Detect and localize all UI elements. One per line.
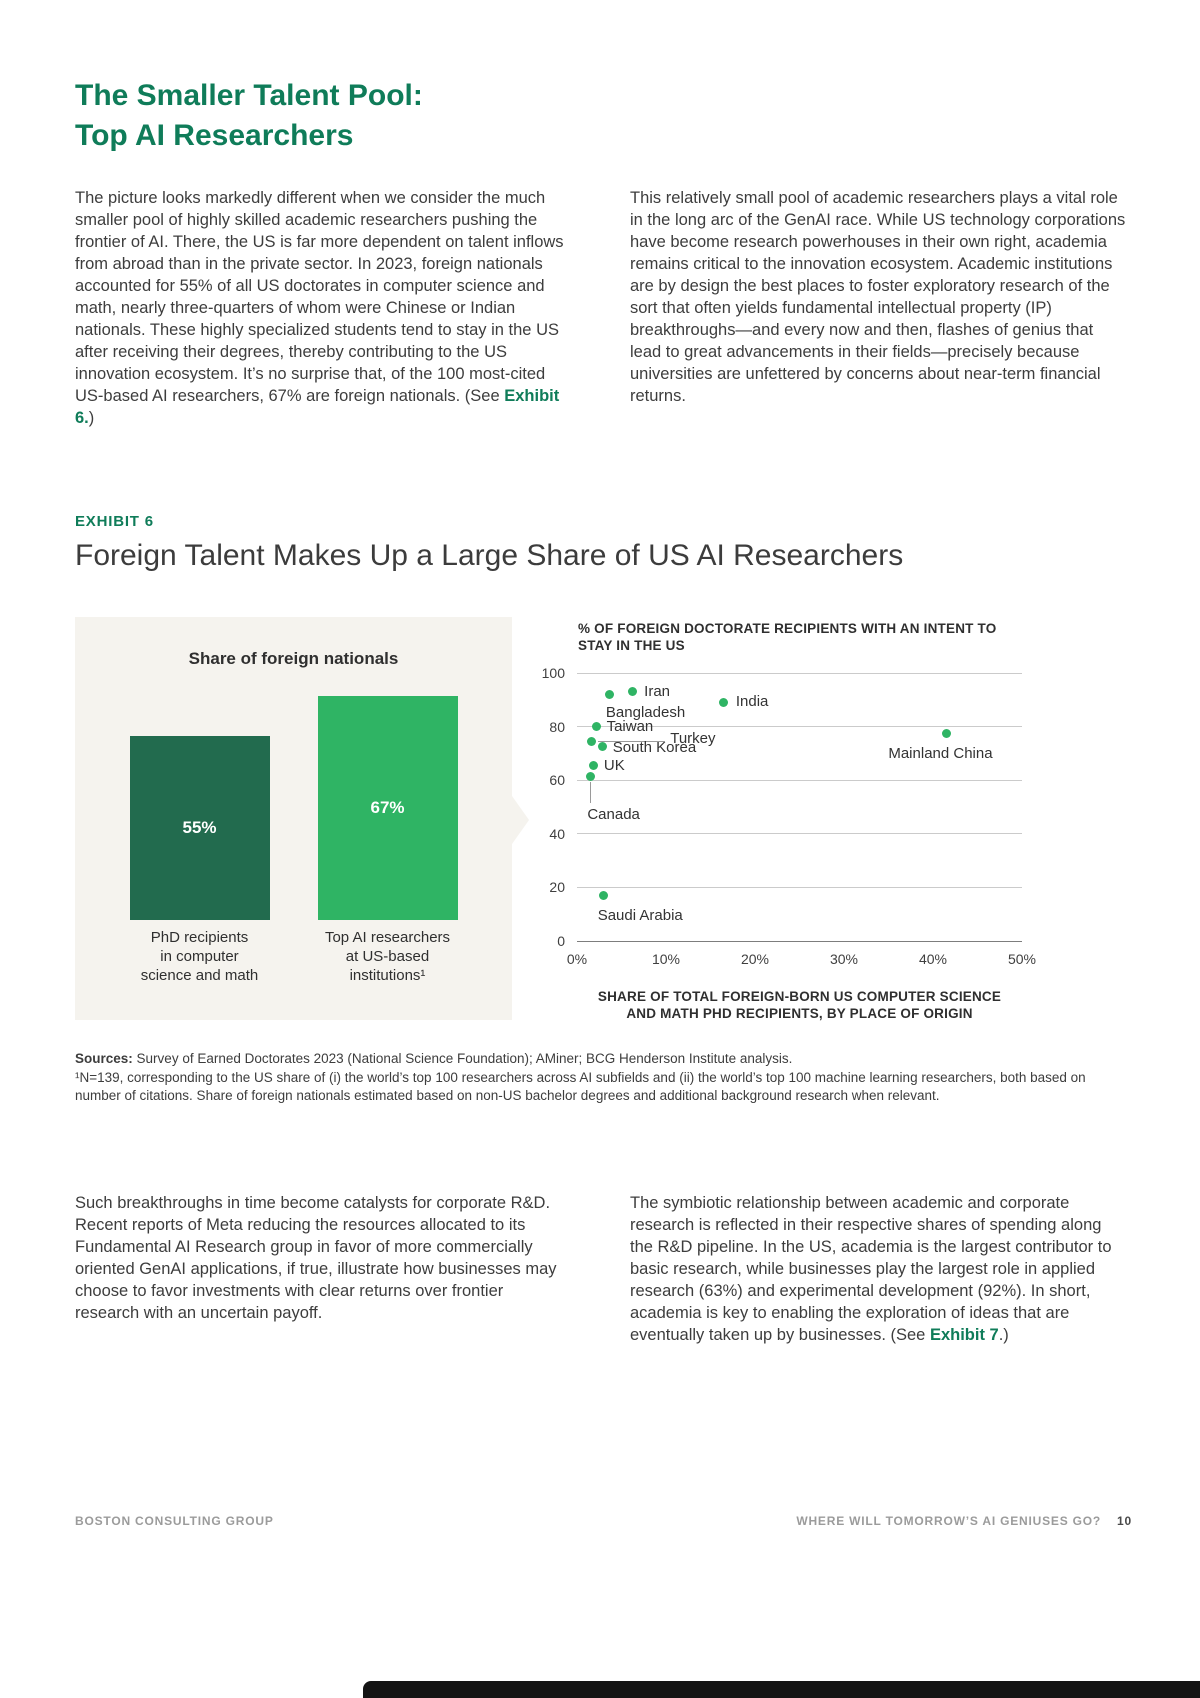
x-tick-label: 50% — [1007, 951, 1037, 967]
scatter-point-saudi-arabia — [599, 890, 609, 900]
sources-label: Sources: — [75, 1051, 133, 1066]
y-tick-label: 0 — [557, 933, 565, 949]
scatter-point-canada — [585, 771, 595, 781]
y-tick-label: 20 — [549, 879, 565, 896]
intro-left-after: ) — [88, 409, 95, 427]
scatter-point-bangladesh — [605, 689, 615, 699]
x-tick-label: 30% — [829, 951, 859, 967]
page-title: The Smaller Talent Pool: Top AI Researche… — [75, 76, 423, 156]
footer-brand: BOSTON CONSULTING GROUP — [75, 1514, 274, 1528]
scatter-label-india: India — [735, 693, 769, 711]
scatter-label-uk: UK — [603, 757, 625, 775]
sources-text: Survey of Earned Doctorates 2023 (Nation… — [136, 1051, 793, 1066]
gridline-40 — [577, 833, 1022, 835]
scatter-point-turkey — [586, 736, 596, 746]
bar-67-: 67% — [317, 696, 458, 920]
gridline-60 — [577, 779, 1022, 781]
x-tick-label: 0% — [566, 951, 588, 967]
bar-chart: 55% PhD recipients in computer science an… — [75, 696, 512, 985]
page-number: 10 — [1117, 1514, 1132, 1528]
scatter-point-south-korea — [598, 742, 608, 752]
scatter-label-turkey: Turkey — [670, 730, 716, 748]
y-tick-label: 100 — [541, 665, 565, 681]
exhibit-title: Foreign Talent Makes Up a Large Share of… — [75, 539, 904, 572]
intro-right-paragraph: This relatively small pool of academic r… — [630, 189, 1126, 405]
scatter-label-mainland-china: Mainland China — [888, 745, 993, 763]
scatter-point-taiwan — [592, 722, 602, 732]
intro-left-text: The picture looks markedly different whe… — [75, 189, 564, 405]
bar-chart-panel: Share of foreign nationals 55% PhD recipi… — [75, 617, 529, 1020]
scatter-x-axis-label: SHARE OF TOTAL FOREIGN-BORN US COMPUTER … — [597, 989, 1002, 1021]
page-footer: BOSTON CONSULTING GROUP WHERE WILL TOMOR… — [75, 1514, 1132, 1528]
gridline-100 — [577, 672, 1022, 674]
gridline-80 — [577, 726, 1022, 728]
scatter-label-south-korea: South Korea — [612, 738, 697, 756]
x-tick-label: 10% — [651, 951, 681, 967]
footer-right-group: WHERE WILL TOMORROW’S AI GENIUSES GO? 10 — [796, 1514, 1132, 1528]
next-page-edge — [363, 1681, 1200, 1698]
leader-line-turkey — [598, 740, 666, 742]
bar-category-label: Top AI researchers at US-based instituti… — [324, 929, 451, 984]
page-title-line1: The Smaller Talent Pool: — [75, 79, 423, 112]
y-tick-label: 60 — [549, 772, 565, 789]
x-tick-label: 20% — [740, 951, 770, 967]
bar-value-label: 55% — [182, 818, 217, 837]
body-left-paragraph: Such breakthroughs in time become cataly… — [75, 1194, 557, 1322]
body-section: Such breakthroughs in time become cataly… — [75, 1192, 1127, 1346]
scatter-label-canada: Canada — [587, 806, 640, 824]
bar-column-0: 55% PhD recipients in computer science an… — [129, 736, 270, 985]
bar-chart-title: Share of foreign nationals — [188, 649, 399, 668]
gridline-20 — [577, 886, 1022, 888]
y-tick-label: 80 — [549, 718, 565, 735]
scatter-chart: 0 20 40 60 80 100 0% 10% 20% 30% 40% 50% Iran Banglad… — [542, 665, 1036, 967]
scatter-label-iran: Iran — [644, 682, 671, 700]
scatter-label-bangladesh: Bangladesh — [605, 704, 686, 722]
bar-value-label: 67% — [370, 798, 405, 817]
body-right-paragraph: The symbiotic relationship between acade… — [630, 1192, 1127, 1346]
scatter-point-mainland-china — [941, 728, 951, 738]
exhibit-6-link[interactable]: Exhibit 6. — [75, 387, 560, 427]
exhibit-7-link[interactable]: Exhibit 7 — [929, 1326, 999, 1344]
scatter-point-iran — [627, 687, 637, 697]
scatter-point-india — [719, 697, 729, 707]
bar-55-: 55% — [129, 736, 270, 920]
scatter-label-taiwan: Taiwan — [606, 717, 654, 735]
sources-block: Sources: Survey of Earned Doctorates 202… — [75, 1050, 1132, 1106]
scatter-point-uk — [589, 760, 599, 770]
body-right-after: .) — [998, 1326, 1009, 1344]
x-tick-label: 40% — [918, 951, 948, 967]
sources-line: Sources: Survey of Earned Doctorates 202… — [75, 1050, 1132, 1069]
bar-column-1: 67% Top AI researchers at US-based instit… — [317, 696, 458, 985]
body-right-text: The symbiotic relationship between acade… — [630, 1194, 1112, 1344]
y-tick-label: 40 — [549, 825, 565, 842]
footer-report-title: WHERE WILL TOMORROW’S AI GENIUSES GO? — [796, 1514, 1102, 1528]
panel-arrow-decoration — [512, 796, 529, 844]
exhibit-label: EXHIBIT 6 — [75, 513, 154, 530]
scatter-label-saudi-arabia: Saudi Arabia — [597, 907, 683, 925]
footnote: ¹N=139, corresponding to the US share of… — [75, 1069, 1086, 1104]
bar-category-label: PhD recipients in computer science and m… — [140, 929, 259, 984]
intro-section: The picture looks markedly different whe… — [75, 187, 1127, 429]
leader-line-canada — [589, 782, 591, 804]
gridline-0 — [577, 940, 1022, 942]
page-title-line2: Top AI Researchers — [75, 119, 354, 152]
scatter-chart-title: % OF FOREIGN DOCTORATE RECIPIENTS WITH A… — [578, 621, 997, 653]
intro-left-paragraph: The picture looks markedly different whe… — [75, 187, 572, 429]
